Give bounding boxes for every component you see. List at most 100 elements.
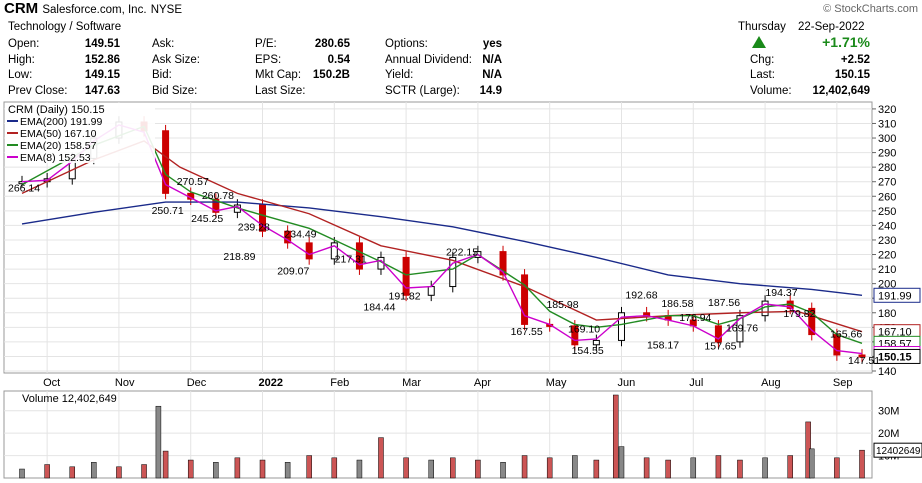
price-annotation: 167.55 (511, 326, 543, 338)
price-tick-label: 220 (878, 250, 896, 262)
fundamentals-label-2: Mkt Cap: (255, 69, 302, 81)
up-arrow-icon (752, 36, 766, 48)
price-annotation: 169.10 (568, 324, 600, 336)
price-bar-body (284, 230, 292, 244)
volume-bar (737, 459, 743, 479)
volume-bar (259, 459, 266, 479)
quote-value-0: 149.51 (84, 38, 120, 50)
volume-bar (69, 466, 76, 479)
month-label: Feb (330, 377, 349, 389)
price-tick-label: 240 (878, 220, 896, 232)
price-annotation: 239.28 (238, 221, 270, 233)
quote-label-1: High: (8, 54, 35, 66)
price-annotation: 179.82 (783, 308, 815, 320)
quote-label-2: Low: (8, 69, 33, 81)
volume-tick-label: 30M (878, 406, 899, 418)
last-price-tag-box (873, 348, 921, 364)
sector-label: Technology / Software (8, 21, 122, 33)
exchange-name: NYSE (150, 4, 183, 16)
chart-title: CRM (Daily) 150.15 (8, 104, 105, 116)
price-bar-body (212, 198, 220, 213)
volume-bar (116, 466, 122, 479)
volume-bar (403, 457, 409, 479)
price-tick-label: 210 (878, 264, 896, 276)
extra-value-1: N/A (482, 54, 502, 66)
ema-line-ema200 (21, 201, 863, 296)
legend-entry: EMA(8) 152.53 (20, 152, 91, 164)
month-label: 2022 (259, 377, 283, 389)
price-annotation: 222.15 (446, 246, 478, 258)
price-annotation: 157.65 (704, 340, 736, 352)
volume-bar (593, 459, 600, 479)
price-annotation: 191.82 (389, 291, 421, 303)
volume-title: Volume 12,402,649 (22, 393, 117, 405)
volume-bar (572, 455, 578, 479)
volume-bar (808, 448, 815, 479)
price-tick-label: 280 (878, 162, 896, 174)
price-annotation: 158.17 (647, 340, 679, 352)
price-annotation: 186.58 (661, 298, 693, 310)
price-annotation: 154.55 (572, 345, 604, 357)
volume-bar (690, 457, 697, 479)
company-name: Salesforce.com, Inc. (42, 4, 147, 16)
volume-bar (378, 437, 384, 479)
price-tick-label: 260 (878, 191, 896, 203)
quote-label-0: Open: (8, 38, 40, 50)
change-percent: +1.71% (822, 34, 870, 50)
price-annotation: 184.44 (363, 301, 395, 313)
extra-value-2: N/A (482, 69, 502, 81)
price-tick-label: 320 (878, 104, 896, 116)
volume-value: 12,402,649 (812, 85, 870, 97)
volume-bar (141, 464, 147, 479)
price-annotation: 194.37 (765, 287, 797, 299)
ema-value-tag: 191.99 (878, 290, 912, 302)
quote-day: Thursday (738, 21, 786, 33)
price-annotation: 270.57 (177, 176, 209, 188)
book-label-1: Ask Size: (152, 54, 200, 66)
volume-bar (19, 468, 25, 479)
quote-value-1: 152.86 (84, 54, 120, 66)
fundamentals-value-1: 0.54 (327, 54, 350, 66)
price-annotation: 250.71 (152, 205, 184, 217)
last-price-tag: 150.15 (878, 351, 912, 363)
price-annotation: 192.68 (625, 289, 657, 301)
quote-value-3: 147.63 (84, 85, 120, 97)
extra-label-1: Annual Dividend: (385, 54, 472, 66)
price-bar-body (402, 256, 410, 296)
volume-tick-label: 20M (878, 428, 899, 440)
ema-line-ema20 (21, 125, 863, 344)
chg-label: Chg: (750, 54, 775, 66)
volume-bar (44, 464, 50, 479)
price-annotation: 218.89 (223, 251, 255, 263)
price-bar-body (162, 130, 170, 194)
fundamentals-label-0: P/E: (255, 38, 277, 50)
price-bar-body (355, 242, 363, 270)
month-label: Dec (187, 377, 207, 389)
price-annotation: 169.76 (726, 323, 758, 335)
month-label: Jun (617, 377, 635, 389)
ema-line-ema8 (21, 124, 863, 355)
price-bar-body (714, 325, 722, 343)
price-annotation: 266.14 (8, 182, 40, 194)
volume-bar (643, 457, 650, 479)
fundamentals-label-1: EPS: (255, 54, 282, 66)
month-label: Jul (689, 377, 703, 389)
price-bar-body (305, 242, 313, 260)
price-bar-body (259, 204, 267, 232)
price-tick-label: 250 (878, 206, 896, 218)
volume-bar (91, 462, 97, 479)
price-tick-label: 300 (878, 133, 896, 145)
volume-last-tag-box (873, 442, 922, 458)
volume-bar (618, 446, 625, 479)
fundamentals-value-0: 280.65 (314, 38, 350, 50)
volume-bar (521, 455, 528, 479)
price-annotation: 234.49 (284, 228, 316, 240)
price-bar-body (858, 354, 866, 358)
extra-label-2: Yield: (385, 69, 414, 81)
price-bar-body (808, 307, 816, 336)
price-tick-label: 230 (878, 235, 896, 247)
price-bar-body (427, 286, 435, 296)
volume-bar (665, 459, 671, 479)
price-annotation: 260.78 (202, 190, 234, 202)
